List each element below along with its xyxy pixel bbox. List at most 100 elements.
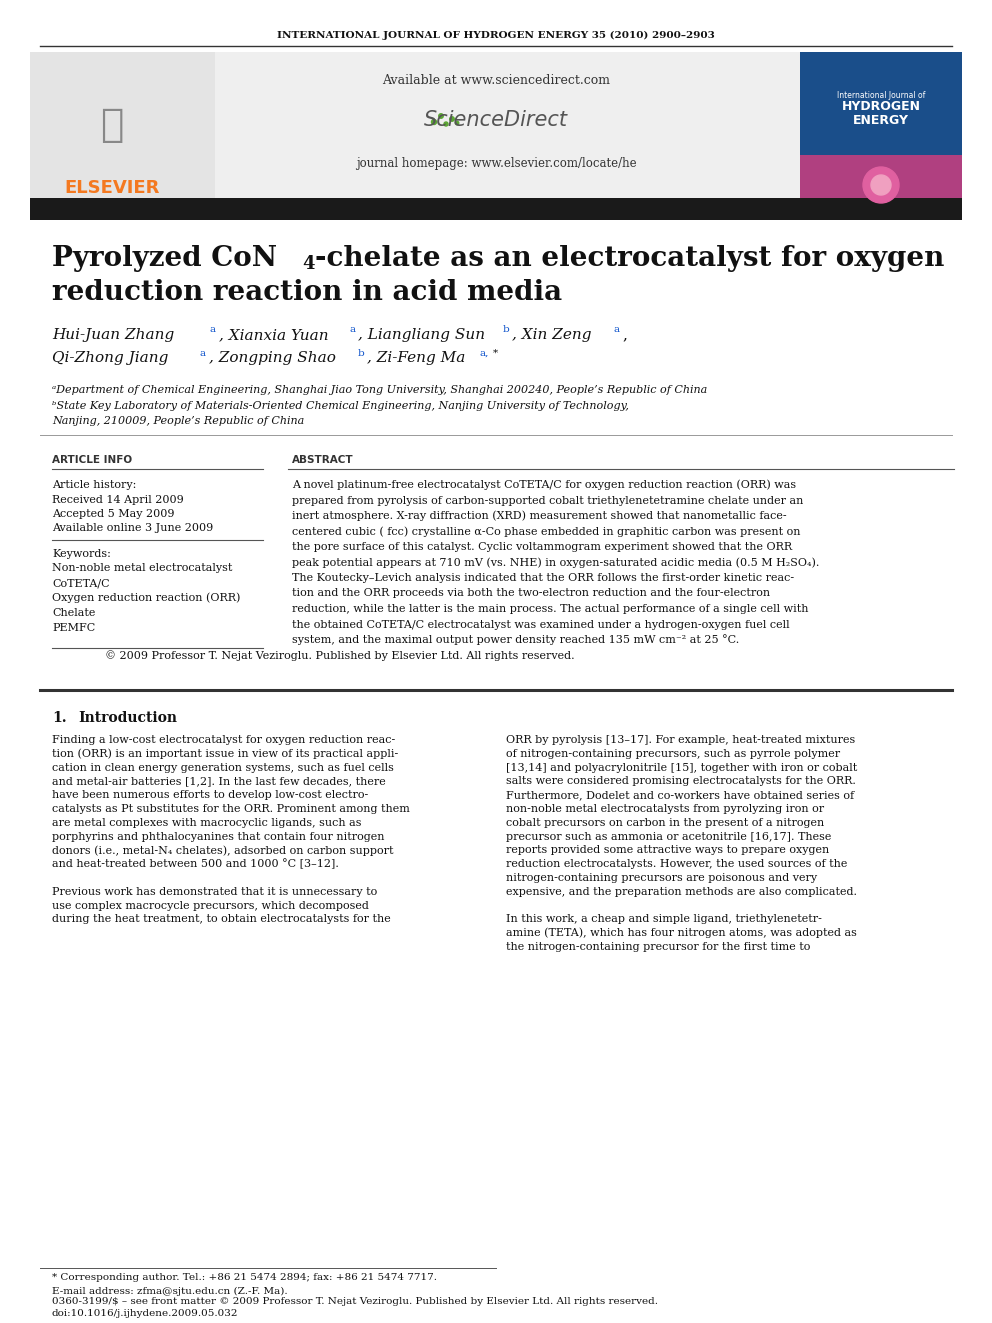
Text: Oxygen reduction reaction (ORR): Oxygen reduction reaction (ORR) — [52, 593, 240, 603]
Text: ABSTRACT: ABSTRACT — [292, 455, 353, 464]
Text: , Liangliang Sun: , Liangliang Sun — [358, 328, 485, 343]
Text: b: b — [503, 325, 510, 335]
Text: reduction electrocatalysts. However, the used sources of the: reduction electrocatalysts. However, the… — [506, 859, 847, 869]
Circle shape — [432, 119, 436, 124]
Text: ,: , — [622, 328, 627, 343]
Text: * Corresponding author. Tel.: +86 21 5474 2894; fax: +86 21 5474 7717.: * Corresponding author. Tel.: +86 21 547… — [52, 1274, 437, 1282]
Circle shape — [438, 114, 443, 118]
Text: -chelate as an electrocatalyst for oxygen: -chelate as an electrocatalyst for oxyge… — [315, 245, 944, 271]
Text: cation in clean energy generation systems, such as fuel cells: cation in clean energy generation system… — [52, 762, 394, 773]
Text: Received 14 April 2009: Received 14 April 2009 — [52, 495, 184, 505]
Text: b: b — [358, 348, 365, 357]
Text: Accepted 5 May 2009: Accepted 5 May 2009 — [52, 509, 175, 519]
Text: [13,14] and polyacrylonitrile [15], together with iron or cobalt: [13,14] and polyacrylonitrile [15], toge… — [506, 762, 857, 773]
Text: a: a — [210, 325, 216, 335]
Text: , Zongping Shao: , Zongping Shao — [209, 351, 336, 365]
Text: ScienceDirect: ScienceDirect — [424, 110, 568, 130]
Text: have been numerous efforts to develop low-cost electro-: have been numerous efforts to develop lo… — [52, 790, 368, 800]
Text: INTERNATIONAL JOURNAL OF HYDROGEN ENERGY 35 (2010) 2900–2903: INTERNATIONAL JOURNAL OF HYDROGEN ENERGY… — [277, 30, 715, 40]
Text: tion and the ORR proceeds via both the two-electron reduction and the four-elect: tion and the ORR proceeds via both the t… — [292, 589, 770, 598]
Text: of nitrogen-containing precursors, such as pyrrole polymer: of nitrogen-containing precursors, such … — [506, 749, 840, 759]
Text: ORR by pyrolysis [13–17]. For example, heat-treated mixtures: ORR by pyrolysis [13–17]. For example, h… — [506, 736, 855, 745]
Text: a: a — [200, 348, 206, 357]
Text: peak potential appears at 710 mV (vs. NHE) in oxygen-saturated acidic media (0.5: peak potential appears at 710 mV (vs. NH… — [292, 557, 819, 568]
Text: 🌳: 🌳 — [100, 106, 124, 144]
Text: *: * — [493, 348, 498, 357]
Text: tion (ORR) is an important issue in view of its practical appli-: tion (ORR) is an important issue in view… — [52, 749, 398, 759]
Text: Available at www.sciencedirect.com: Available at www.sciencedirect.com — [382, 74, 610, 86]
Text: reduction, while the latter is the main process. The actual performance of a sin: reduction, while the latter is the main … — [292, 605, 808, 614]
Text: ARTICLE INFO: ARTICLE INFO — [52, 455, 132, 464]
Text: the obtained CoTETA/C electrocatalyst was examined under a hydrogen-oxygen fuel : the obtained CoTETA/C electrocatalyst wa… — [292, 619, 790, 630]
Text: donors (i.e., metal-N₄ chelates), adsorbed on carbon support: donors (i.e., metal-N₄ chelates), adsorb… — [52, 845, 394, 856]
Text: non-noble metal electrocatalysts from pyrolyzing iron or: non-noble metal electrocatalysts from py… — [506, 804, 824, 814]
Text: Furthermore, Dodelet and co-workers have obtained series of: Furthermore, Dodelet and co-workers have… — [506, 790, 854, 800]
Text: a,: a, — [479, 348, 488, 357]
Text: CoTETA/C: CoTETA/C — [52, 578, 110, 587]
Circle shape — [871, 175, 891, 194]
Circle shape — [863, 167, 899, 202]
Text: ᵇState Key Laboratory of Materials-Oriented Chemical Engineering, Nanjing Univer: ᵇState Key Laboratory of Materials-Orien… — [52, 401, 629, 411]
Bar — [800, 52, 962, 200]
Text: reports provided some attractive ways to prepare oxygen: reports provided some attractive ways to… — [506, 845, 829, 856]
Text: expensive, and the preparation methods are also complicated.: expensive, and the preparation methods a… — [506, 886, 857, 897]
Text: porphyrins and phthalocyanines that contain four nitrogen: porphyrins and phthalocyanines that cont… — [52, 832, 385, 841]
Text: a: a — [349, 325, 355, 335]
Text: centered cubic ( fcc) crystalline α-Co phase embedded in graphitic carbon was pr: centered cubic ( fcc) crystalline α-Co p… — [292, 527, 801, 537]
Text: are metal complexes with macrocyclic ligands, such as: are metal complexes with macrocyclic lig… — [52, 818, 361, 828]
Text: catalysts as Pt substitutes for the ORR. Prominent among them: catalysts as Pt substitutes for the ORR.… — [52, 804, 410, 814]
Text: Pyrolyzed CoN: Pyrolyzed CoN — [52, 245, 277, 271]
Text: precursor such as ammonia or acetonitrile [16,17]. These: precursor such as ammonia or acetonitril… — [506, 832, 831, 841]
Text: E-mail address: zfma@sjtu.edu.cn (Z.-F. Ma).: E-mail address: zfma@sjtu.edu.cn (Z.-F. … — [52, 1286, 288, 1295]
Text: 1.: 1. — [52, 710, 66, 725]
Text: PEMFC: PEMFC — [52, 623, 95, 632]
Text: the nitrogen-containing precursor for the first time to: the nitrogen-containing precursor for th… — [506, 942, 810, 953]
Circle shape — [444, 122, 448, 126]
Text: Finding a low-cost electrocatalyst for oxygen reduction reac-: Finding a low-cost electrocatalyst for o… — [52, 736, 395, 745]
Text: Introduction: Introduction — [78, 710, 177, 725]
Text: doi:10.1016/j.ijhydene.2009.05.032: doi:10.1016/j.ijhydene.2009.05.032 — [52, 1308, 238, 1318]
Text: The Koutecky–Levich analysis indicated that the ORR follows the first-order kine: The Koutecky–Levich analysis indicated t… — [292, 573, 795, 583]
Text: ENERGY: ENERGY — [853, 114, 909, 127]
Text: Previous work has demonstrated that it is unnecessary to: Previous work has demonstrated that it i… — [52, 886, 377, 897]
Text: Article history:: Article history: — [52, 480, 136, 490]
Bar — [30, 198, 962, 220]
Text: a: a — [614, 325, 620, 335]
Bar — [30, 52, 215, 200]
Text: ᵃDepartment of Chemical Engineering, Shanghai Jiao Tong University, Shanghai 200: ᵃDepartment of Chemical Engineering, Sha… — [52, 385, 707, 396]
Text: 0360-3199/$ – see front matter © 2009 Professor T. Nejat Veziroglu. Published by: 0360-3199/$ – see front matter © 2009 Pr… — [52, 1298, 658, 1307]
Text: Qi-Zhong Jiang: Qi-Zhong Jiang — [52, 351, 169, 365]
Text: International Journal of: International Journal of — [837, 90, 926, 99]
Text: nitrogen-containing precursors are poisonous and very: nitrogen-containing precursors are poiso… — [506, 873, 817, 882]
Text: cobalt precursors on carbon in the present of a nitrogen: cobalt precursors on carbon in the prese… — [506, 818, 824, 828]
Text: 4: 4 — [302, 255, 314, 273]
Text: prepared from pyrolysis of carbon-supported cobalt triethylenetetramine chelate : prepared from pyrolysis of carbon-suppor… — [292, 496, 804, 505]
Text: and metal-air batteries [1,2]. In the last few decades, there: and metal-air batteries [1,2]. In the la… — [52, 777, 386, 786]
Text: reduction reaction in acid media: reduction reaction in acid media — [52, 279, 562, 306]
Circle shape — [455, 122, 458, 124]
Bar — [800, 52, 962, 155]
Text: Chelate: Chelate — [52, 609, 95, 618]
Text: amine (TETA), which has four nitrogen atoms, was adopted as: amine (TETA), which has four nitrogen at… — [506, 927, 857, 938]
Text: salts were considered promising electrocatalysts for the ORR.: salts were considered promising electroc… — [506, 777, 856, 786]
Text: © 2009 Professor T. Nejat Veziroglu. Published by Elsevier Ltd. All rights reser: © 2009 Professor T. Nejat Veziroglu. Pub… — [105, 650, 574, 662]
Text: Available online 3 June 2009: Available online 3 June 2009 — [52, 523, 213, 533]
Text: journal homepage: www.elsevier.com/locate/he: journal homepage: www.elsevier.com/locat… — [356, 156, 636, 169]
Text: Nanjing, 210009, People’s Republic of China: Nanjing, 210009, People’s Republic of Ch… — [52, 415, 305, 426]
Circle shape — [449, 116, 454, 122]
Text: A novel platinum-free electrocatalyst CoTETA/C for oxygen reduction reaction (OR: A novel platinum-free electrocatalyst Co… — [292, 480, 797, 491]
Text: the pore surface of this catalyst. Cyclic voltammogram experiment showed that th: the pore surface of this catalyst. Cycli… — [292, 542, 793, 552]
Text: inert atmosphere. X-ray diffraction (XRD) measurement showed that nanometallic f: inert atmosphere. X-ray diffraction (XRD… — [292, 511, 787, 521]
Text: , Zi-Feng Ma: , Zi-Feng Ma — [367, 351, 465, 365]
Text: during the heat treatment, to obtain electrocatalysts for the: during the heat treatment, to obtain ele… — [52, 914, 391, 925]
Text: and heat-treated between 500 and 1000 °C [3–12].: and heat-treated between 500 and 1000 °C… — [52, 859, 339, 869]
Text: system, and the maximal output power density reached 135 mW cm⁻² at 25 °C.: system, and the maximal output power den… — [292, 635, 739, 646]
Bar — [30, 52, 962, 200]
Text: Non-noble metal electrocatalyst: Non-noble metal electrocatalyst — [52, 564, 232, 573]
Text: , Xin Zeng: , Xin Zeng — [512, 328, 591, 343]
Text: , Xianxia Yuan: , Xianxia Yuan — [219, 328, 328, 343]
Text: use complex macrocycle precursors, which decomposed: use complex macrocycle precursors, which… — [52, 901, 369, 910]
Text: HYDROGEN: HYDROGEN — [841, 101, 921, 114]
Text: Hui-Juan Zhang: Hui-Juan Zhang — [52, 328, 175, 343]
Text: Keywords:: Keywords: — [52, 549, 111, 560]
